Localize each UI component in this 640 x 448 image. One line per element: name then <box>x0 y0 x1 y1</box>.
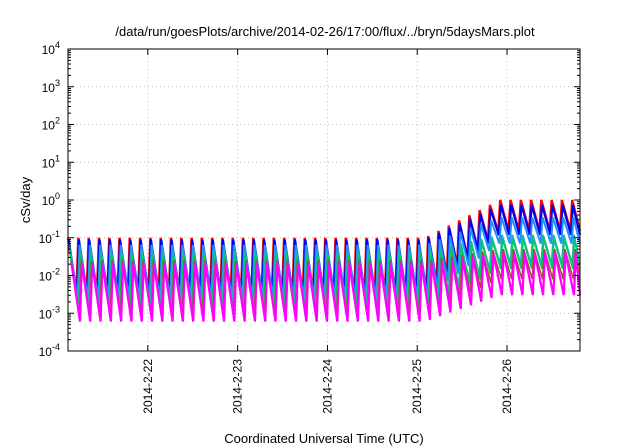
y-tick-label: 103 <box>42 78 60 95</box>
series-lines <box>66 199 582 322</box>
x-axis-label: Coordinated Universal Time (UTC) <box>224 431 423 446</box>
y-tick-label: 10-2 <box>39 267 60 284</box>
x-tick-label: 2014-2-22 <box>141 359 155 414</box>
x-tick-label: 2014-2-24 <box>320 359 334 414</box>
x-tick-label: 2014-2-25 <box>410 359 424 414</box>
y-tick-label: 101 <box>42 153 60 170</box>
y-tick-label: 100 <box>42 191 60 208</box>
x-tick-label: 2014-2-26 <box>500 359 514 414</box>
y-tick-label: 104 <box>42 40 60 57</box>
y-tick-label: 10-3 <box>39 304 60 321</box>
chart-title: /data/run/goesPlots/archive/2014-02-26/1… <box>115 24 535 39</box>
x-tick-label: 2014-2-23 <box>231 359 245 414</box>
y-axis-ticks: 10-4 10-3 10-2 10-1 100 101 102 103 104 <box>39 40 580 359</box>
x-axis-ticks: 2014-2-22 2014-2-23 2014-2-24 2014-2-25 2014… <box>141 49 514 414</box>
series-line <box>70 252 582 322</box>
y-tick-label: 102 <box>42 116 60 133</box>
y-axis-label: cSv/day <box>18 176 33 223</box>
y-tick-label: 10-1 <box>39 229 60 246</box>
y-tick-label: 10-4 <box>39 342 60 359</box>
